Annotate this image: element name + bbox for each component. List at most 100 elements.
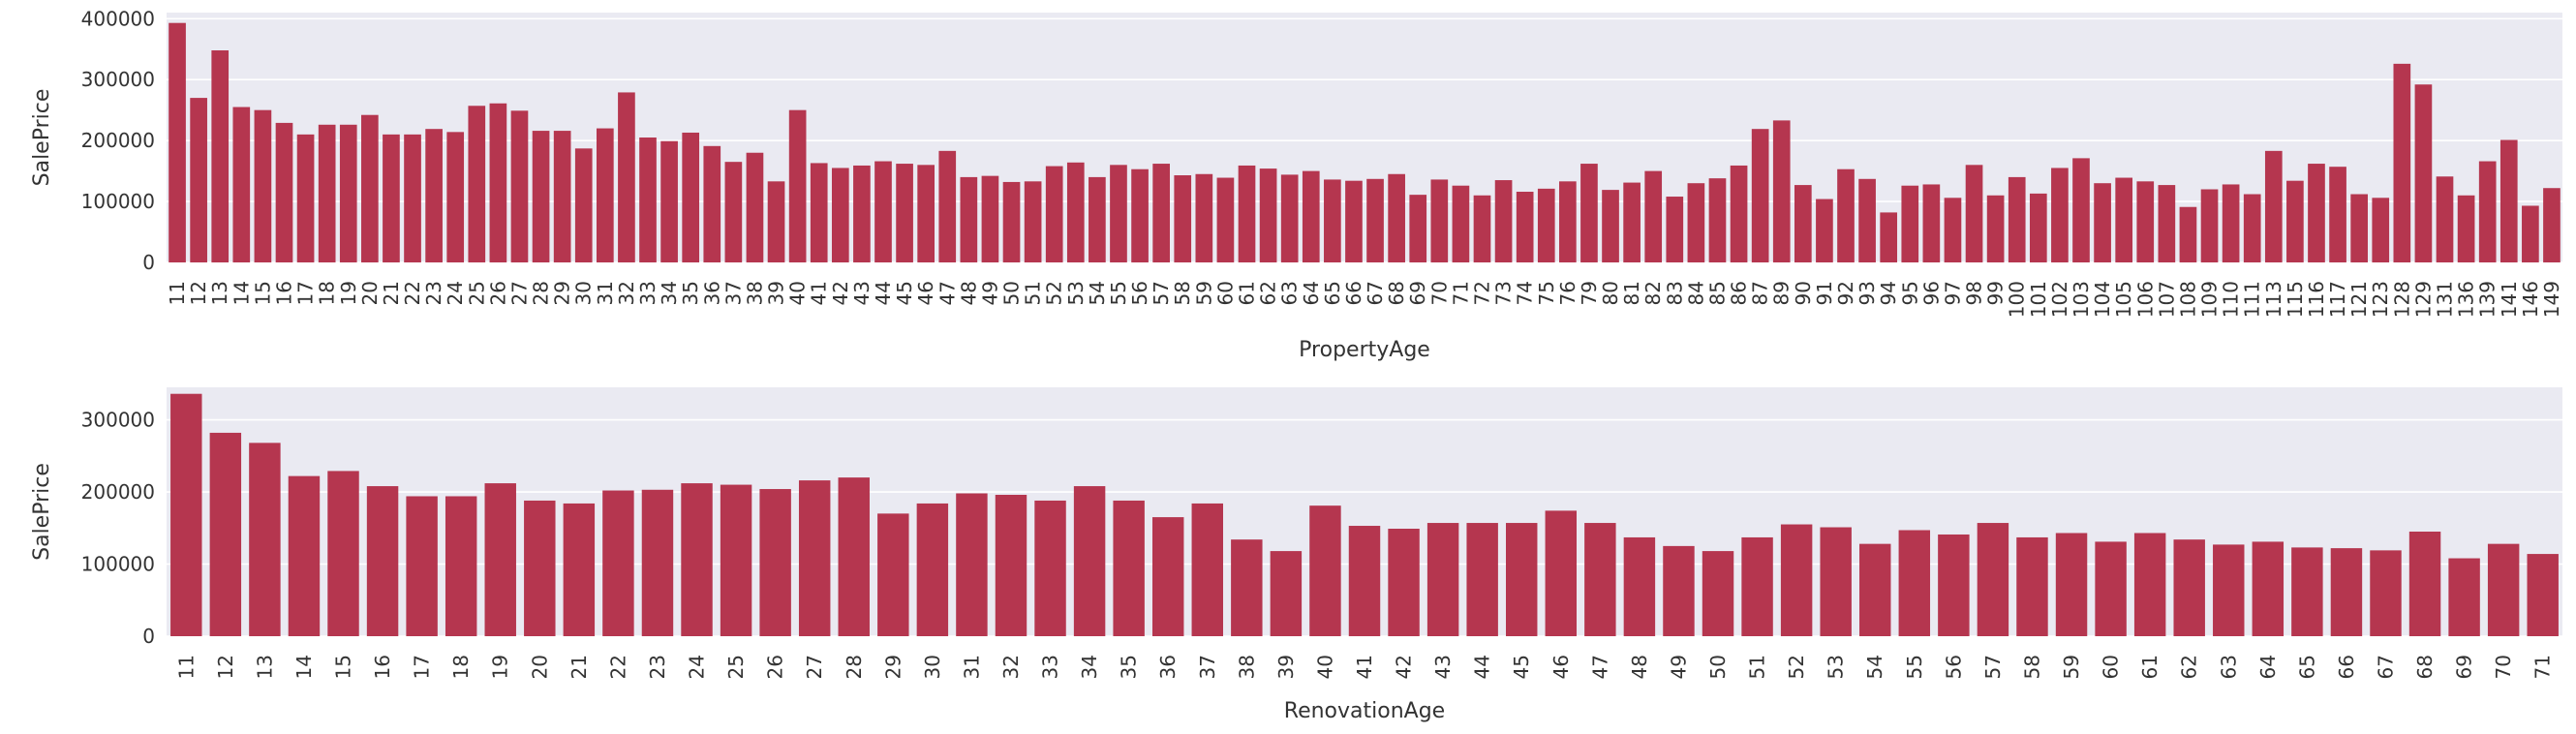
bar [2308,164,2325,262]
bar [1858,178,1876,262]
bar [2072,158,2090,262]
bar [383,134,400,262]
x-tick-label: 29 [551,281,574,305]
x-tick-label: 97 [1941,281,1964,305]
bar [209,432,242,636]
x-tick-label: 57 [1150,281,1173,305]
bar [1977,523,2009,636]
x-tick-label: 31 [960,655,983,679]
bar [327,471,359,636]
x-tick-label: 86 [1728,281,1751,305]
bar [1270,551,1303,636]
bar [1473,195,1491,262]
x-tick-label: 63 [1278,281,1302,305]
x-tick-label: 61 [1236,281,1259,305]
x-tick-label: 55 [1903,655,1926,679]
bar [190,98,207,262]
x-tick-label: 75 [1535,281,1558,305]
x-tick-label: 72 [1470,281,1493,305]
x-tick-label: 33 [1039,655,1062,679]
y-axis-label: SalePrice [30,89,54,187]
x-tick-label: 26 [764,655,787,679]
x-tick-label: 58 [1171,281,1194,305]
x-tick-label: 15 [332,655,355,679]
x-tick-label: 50 [1706,655,1730,679]
bar [1986,195,2005,262]
bar [2173,539,2205,636]
x-tick-label: 67 [2374,655,2397,679]
x-tick-label: 15 [251,281,274,305]
bar [1066,162,1085,262]
bar [2200,189,2219,262]
x-tick-label: 99 [1984,281,2008,305]
x-tick-label: 68 [2413,655,2437,679]
bar [1545,510,1578,636]
x-tick-label: 104 [2091,281,2114,318]
bar [1110,165,1127,262]
bar [1151,517,1184,636]
x-tick-label: 51 [1022,281,1045,305]
bar [1687,183,1705,262]
x-tick-label: 19 [489,655,512,679]
bar [1174,175,1192,262]
bar [1452,185,1470,262]
bar [2008,176,2026,262]
bar [1034,500,1066,636]
x-tick-label: 22 [401,281,424,305]
x-tick-label: 30 [572,281,596,305]
x-tick-label: 57 [1981,655,2005,679]
y-tick-label: 400000 [81,7,155,30]
bar [249,443,281,636]
x-tick-label: 43 [1431,655,1455,679]
x-tick-label: 34 [1078,655,1101,679]
x-tick-label: 128 [2390,281,2413,318]
bar [1516,192,1534,262]
bar [1309,505,1341,636]
bar [1780,524,1813,636]
x-tick-label: 17 [411,655,434,679]
bar [2393,63,2411,262]
x-tick-label: 66 [1342,281,1365,305]
x-tick-label: 38 [1235,655,1258,679]
bar [1089,176,1106,262]
bar [2457,195,2475,262]
x-tick-label: 60 [1213,281,1237,305]
bar [489,103,507,262]
bar [2370,550,2402,636]
bar [296,134,315,262]
bar [2291,547,2323,636]
x-tick-label: 85 [1705,281,1729,305]
x-tick-label: 46 [1549,655,1573,679]
bar [254,109,272,263]
bar [532,131,550,262]
x-tick-label: 39 [765,281,788,305]
x-tick-label: 64 [2256,655,2280,679]
x-tick-label: 28 [843,655,866,679]
bar [425,129,443,262]
x-tick-label: 47 [935,281,959,305]
x-tick-label: 108 [2176,281,2199,318]
x-tick-label: 37 [1196,655,1219,679]
y-tick-label: 100000 [81,190,155,213]
x-tick-label: 41 [1353,655,1376,679]
x-tick-label: 41 [808,281,831,305]
x-tick-label: 123 [2369,281,2392,318]
x-tick-label: 26 [486,281,509,305]
bar [660,140,678,262]
bar [446,132,465,262]
bar [916,503,949,636]
bar [318,124,336,262]
x-tick-label: 46 [914,281,937,305]
x-tick-label: 34 [658,281,681,305]
x-tick-label: 68 [1385,281,1408,305]
x-tick-label: 12 [214,655,237,679]
bar [874,161,892,262]
bar [877,513,909,636]
x-tick-label: 65 [1321,281,1344,305]
bar [1238,165,1256,262]
bar [746,152,764,262]
bar [810,163,828,262]
bar [563,503,596,636]
bar [1794,185,1812,262]
